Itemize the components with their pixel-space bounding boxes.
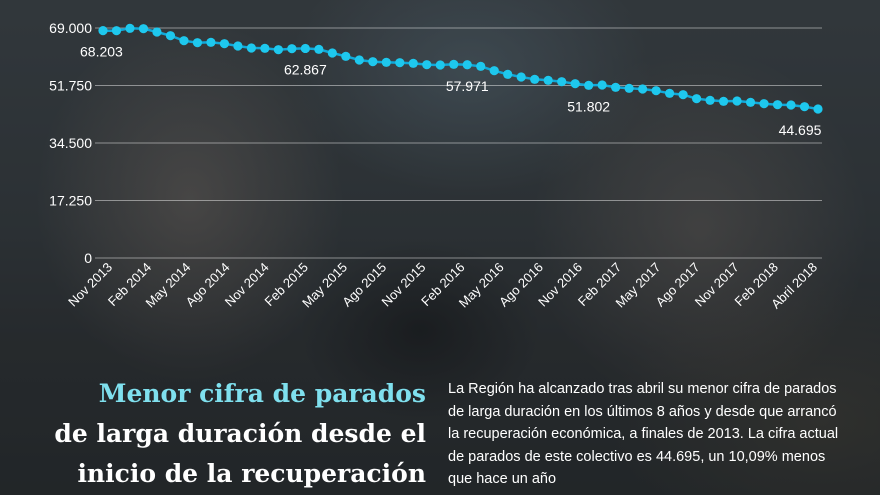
y-tick-label: 69.000 <box>49 20 92 36</box>
data-point <box>651 86 661 96</box>
data-point <box>138 24 149 34</box>
data-point <box>98 26 108 36</box>
data-point <box>246 43 256 53</box>
data-point <box>354 55 364 65</box>
data-point <box>462 60 472 70</box>
data-label: 68.203 <box>80 44 123 60</box>
data-point <box>206 37 216 47</box>
data-point <box>691 94 702 104</box>
data-point <box>273 45 283 55</box>
data-point <box>368 57 378 67</box>
data-point <box>611 82 621 92</box>
data-point <box>111 26 122 36</box>
data-point <box>732 96 742 106</box>
data-point <box>476 61 486 71</box>
data-point <box>638 84 648 94</box>
data-labels: 68.203 62.867 57.971 51.802 44.695 <box>80 44 822 138</box>
data-point <box>449 59 459 69</box>
data-point <box>408 58 418 68</box>
data-point <box>165 31 176 41</box>
y-tick-label: 17.250 <box>49 193 92 209</box>
data-point <box>179 36 189 46</box>
description-text: La Región ha alcanzado tras abril su men… <box>448 381 839 487</box>
data-point <box>341 51 351 61</box>
data-point <box>718 96 729 106</box>
data-point <box>705 95 715 105</box>
data-label: 57.971 <box>446 78 489 94</box>
data-point <box>665 88 675 98</box>
data-point <box>422 60 432 70</box>
data-point <box>233 41 243 51</box>
data-point <box>516 72 526 82</box>
series-points <box>98 23 823 114</box>
data-point <box>597 80 607 90</box>
data-point <box>381 57 391 67</box>
data-point <box>624 83 634 93</box>
data-point <box>786 100 796 110</box>
data-point <box>678 90 688 100</box>
data-label: 51.802 <box>567 98 610 114</box>
data-point <box>799 102 810 112</box>
data-point <box>543 75 553 85</box>
data-point <box>260 43 270 53</box>
data-point <box>219 39 230 49</box>
y-axis-ticks: 0 17.250 34.500 51.750 69.000 <box>49 20 92 266</box>
grid-lines <box>95 27 822 259</box>
data-label: 62.867 <box>284 61 327 77</box>
page-title: Menor cifra de parados de larga duración… <box>14 374 426 494</box>
data-label: 44.695 <box>779 122 822 138</box>
data-point <box>300 43 310 54</box>
data-point <box>570 79 580 89</box>
data-point <box>395 58 405 68</box>
data-point <box>489 66 499 76</box>
data-point <box>152 27 162 37</box>
data-point <box>772 100 783 110</box>
data-point <box>759 99 769 109</box>
data-point <box>530 74 540 84</box>
y-tick-label: 0 <box>84 250 92 266</box>
y-tick-label: 51.750 <box>49 78 92 94</box>
title-line-3: inicio de la recuperación <box>77 459 426 488</box>
data-point <box>327 48 337 58</box>
title-line-2: de larga duración desde el <box>54 419 426 448</box>
title-line-1: Menor cifra de parados <box>98 379 426 408</box>
data-point <box>125 23 135 33</box>
data-point <box>503 69 513 79</box>
data-point <box>314 44 324 54</box>
data-point <box>557 77 567 87</box>
data-point <box>745 97 756 107</box>
y-tick-label: 34.500 <box>49 135 92 151</box>
data-point <box>584 80 594 90</box>
data-point <box>287 44 297 54</box>
data-point <box>435 60 445 70</box>
data-point <box>192 38 203 48</box>
data-point <box>813 104 823 114</box>
